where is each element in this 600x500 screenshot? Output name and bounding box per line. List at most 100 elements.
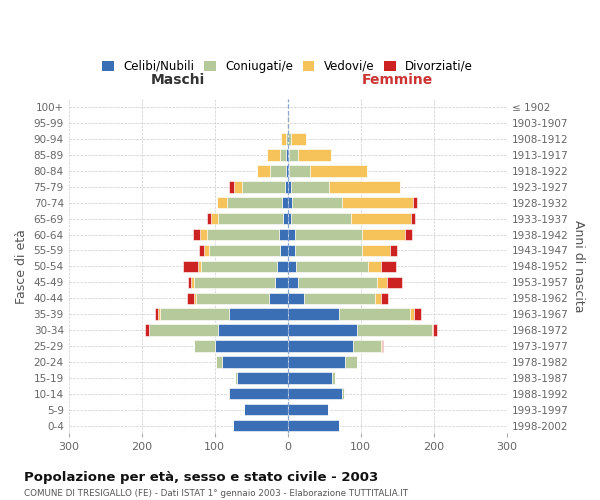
Bar	[183, 260, 198, 272]
Bar	[362, 229, 404, 240]
Bar	[209, 245, 280, 256]
Bar	[287, 372, 331, 384]
Bar	[267, 150, 280, 161]
Bar	[292, 134, 306, 145]
Bar	[233, 181, 242, 192]
Bar	[362, 245, 390, 256]
Bar	[298, 276, 377, 288]
Bar	[155, 308, 158, 320]
Bar	[381, 260, 396, 272]
Bar	[287, 134, 292, 145]
Text: Maschi: Maschi	[151, 72, 205, 86]
Bar	[310, 165, 367, 176]
Bar	[236, 372, 287, 384]
Text: Popolazione per età, sesso e stato civile - 2003: Popolazione per età, sesso e stato civil…	[24, 471, 378, 484]
Legend: Celibi/Nubili, Coniugati/e, Vedovi/e, Divorziati/e: Celibi/Nubili, Coniugati/e, Vedovi/e, Di…	[98, 55, 478, 78]
Bar	[199, 245, 205, 256]
Bar	[196, 292, 269, 304]
Bar	[381, 340, 382, 351]
Bar	[329, 181, 400, 192]
Bar	[285, 181, 287, 192]
Bar	[292, 197, 342, 208]
Bar	[287, 102, 289, 113]
Bar	[377, 276, 387, 288]
Bar	[410, 308, 414, 320]
Bar	[387, 276, 401, 288]
Bar	[289, 150, 298, 161]
Bar	[404, 229, 412, 240]
Bar	[287, 324, 357, 336]
Text: COMUNE DI TRESIGALLO (FE) - Dati ISTAT 1° gennaio 2003 - Elaborazione TUTTITALIA: COMUNE DI TRESIGALLO (FE) - Dati ISTAT 1…	[24, 489, 408, 498]
Bar	[281, 134, 286, 145]
Bar	[290, 181, 329, 192]
Bar	[287, 292, 304, 304]
Bar	[376, 292, 381, 304]
Bar	[227, 197, 282, 208]
Bar	[287, 260, 296, 272]
Bar	[228, 388, 229, 400]
Bar	[188, 276, 191, 288]
Bar	[357, 324, 431, 336]
Bar	[431, 324, 433, 336]
Bar	[287, 340, 353, 351]
Bar	[287, 308, 339, 320]
Bar	[193, 229, 200, 240]
Bar	[287, 404, 328, 415]
Bar	[201, 260, 277, 272]
Bar	[411, 213, 415, 224]
Bar	[160, 308, 229, 320]
Bar	[289, 165, 310, 176]
Y-axis label: Anni di nascita: Anni di nascita	[572, 220, 585, 312]
Bar	[275, 276, 287, 288]
Bar	[382, 340, 383, 351]
Bar	[279, 229, 287, 240]
Bar	[381, 292, 388, 304]
Bar	[200, 229, 208, 240]
Bar	[390, 245, 397, 256]
Bar	[211, 213, 218, 224]
Bar	[414, 308, 421, 320]
Bar	[433, 324, 437, 336]
Bar	[287, 213, 292, 224]
Text: Femmine: Femmine	[362, 72, 433, 86]
Bar	[277, 260, 287, 272]
Bar	[194, 292, 196, 304]
Bar	[229, 308, 287, 320]
Bar	[304, 292, 376, 304]
Bar	[194, 340, 215, 351]
Bar	[145, 324, 149, 336]
Bar	[287, 150, 289, 161]
Bar	[229, 388, 287, 400]
Bar	[343, 388, 344, 400]
Y-axis label: Fasce di età: Fasce di età	[15, 229, 28, 304]
Bar	[295, 245, 362, 256]
Bar	[353, 340, 381, 351]
Bar	[295, 229, 362, 240]
Bar	[287, 276, 298, 288]
Bar	[282, 197, 287, 208]
Bar	[331, 372, 335, 384]
Bar	[233, 420, 287, 431]
Bar	[218, 324, 287, 336]
Bar	[351, 213, 411, 224]
Bar	[280, 150, 286, 161]
Bar	[344, 356, 357, 368]
Bar	[208, 229, 279, 240]
Bar	[218, 213, 283, 224]
Bar	[287, 245, 295, 256]
Bar	[205, 245, 209, 256]
Bar	[287, 420, 339, 431]
Bar	[287, 181, 290, 192]
Bar	[298, 150, 331, 161]
Bar	[296, 260, 368, 272]
Bar	[235, 372, 236, 384]
Bar	[280, 245, 287, 256]
Bar	[342, 197, 413, 208]
Bar	[287, 388, 343, 400]
Bar	[257, 165, 270, 176]
Bar	[286, 134, 287, 145]
Bar	[242, 181, 285, 192]
Bar	[368, 260, 381, 272]
Bar	[215, 340, 287, 351]
Bar	[292, 213, 351, 224]
